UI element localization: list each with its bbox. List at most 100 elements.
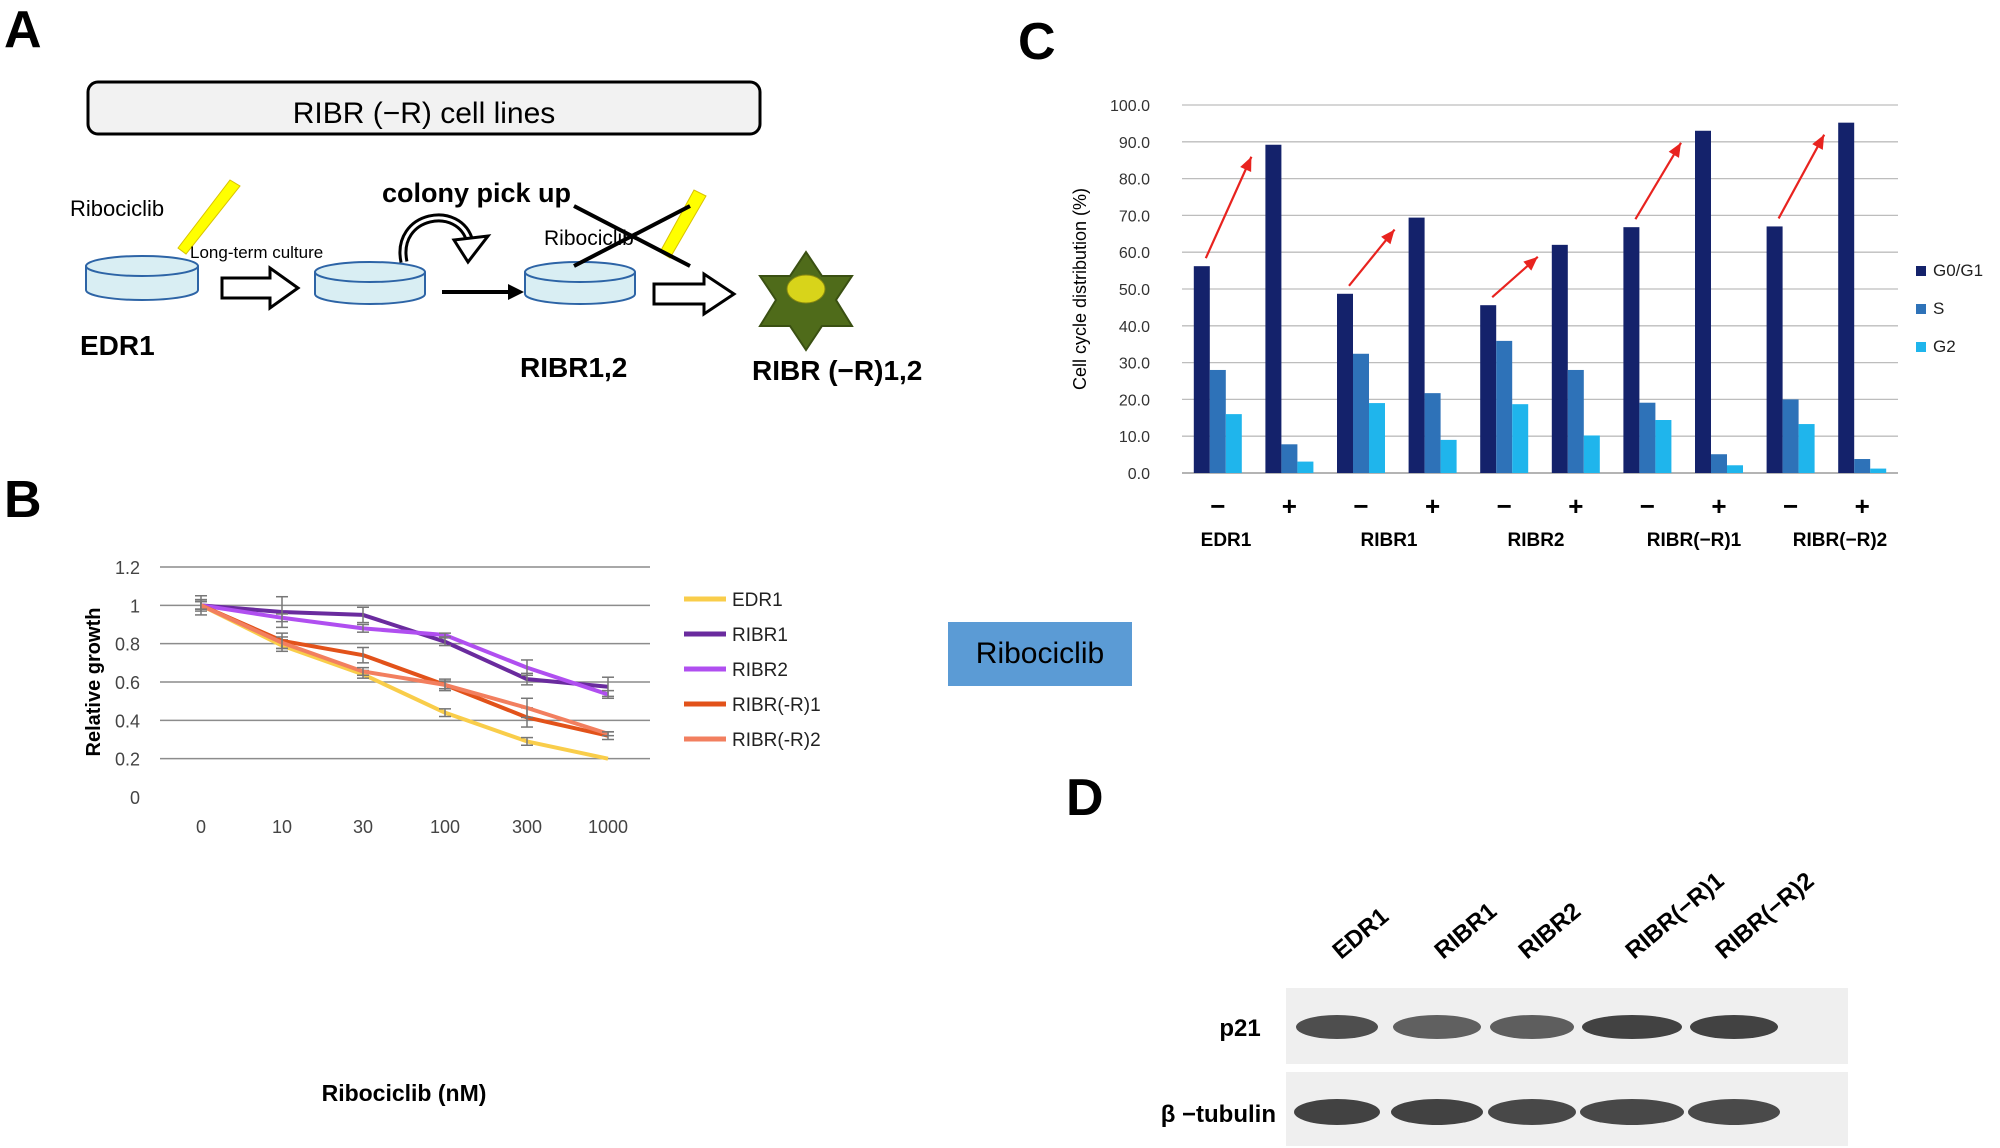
b-y-tick-label: 0.8 bbox=[115, 635, 140, 655]
c-bar bbox=[1567, 369, 1584, 473]
c-arrow-head bbox=[1523, 256, 1538, 271]
c-y-tick-label: 70.0 bbox=[1119, 208, 1150, 225]
cross-icon bbox=[573, 204, 691, 268]
b-y-tick-label: 0.2 bbox=[115, 750, 140, 770]
c-bar bbox=[1193, 266, 1210, 473]
d-lane-label: RIBR2 bbox=[1514, 898, 1587, 965]
c-treatment-label: + bbox=[1425, 491, 1440, 521]
colony-label: colony pick up bbox=[382, 178, 571, 208]
c-y-tick-label: 50.0 bbox=[1119, 282, 1150, 299]
d-lane-label: RIBR(−R)1 bbox=[1621, 867, 1730, 964]
c-bar bbox=[1496, 340, 1513, 473]
c-bar bbox=[1265, 144, 1282, 473]
b-legend-label: RIBR(-R)2 bbox=[732, 730, 821, 751]
c-arrow-line bbox=[1777, 134, 1826, 219]
c-bar bbox=[1782, 399, 1799, 473]
c-bar bbox=[1209, 369, 1226, 473]
d-band-tubulin bbox=[1391, 1099, 1483, 1125]
b-series bbox=[195, 595, 614, 761]
b-legend: EDR1 RIBR1 RIBR2 RIBR(-R)1 RIBR(-R)2 bbox=[684, 590, 821, 751]
b-y-tick-label: 0.6 bbox=[115, 673, 140, 693]
dish-icon bbox=[85, 255, 199, 301]
c-legend-label: G2 bbox=[1933, 337, 1956, 356]
c-y-tick-label: 10.0 bbox=[1119, 429, 1150, 446]
c-legend-label: G0/G1 bbox=[1933, 261, 1983, 280]
c-bar bbox=[1838, 122, 1855, 473]
b-x-axis-label: Ribociclib (nM) bbox=[322, 1080, 487, 1106]
b-x-tick-label: 100 bbox=[430, 817, 460, 837]
c-legend-label: S bbox=[1933, 299, 1944, 318]
c-treatment-label: + bbox=[1855, 491, 1870, 521]
c-bars bbox=[1193, 122, 1887, 473]
c-group-label: RIBR1 bbox=[1360, 530, 1417, 551]
c-group-label: RIBR2 bbox=[1507, 530, 1564, 551]
pipette-icon bbox=[177, 179, 241, 255]
panel-letter-c: C bbox=[1018, 13, 1056, 71]
d-band-p21 bbox=[1690, 1015, 1778, 1039]
c-treatment-label: − bbox=[1497, 491, 1512, 521]
c-y-tick-label: 20.0 bbox=[1119, 392, 1150, 409]
c-bar bbox=[1639, 402, 1656, 473]
c-bar bbox=[1870, 468, 1887, 473]
blot-row-p21: p21 bbox=[1219, 1015, 1260, 1042]
c-y-tick-label: 40.0 bbox=[1119, 319, 1150, 336]
dish-icon bbox=[524, 261, 636, 305]
c-treatment-label: − bbox=[1783, 491, 1798, 521]
b-legend-label: RIBR2 bbox=[732, 660, 788, 681]
c-bar bbox=[1369, 403, 1385, 473]
c-treatment-label: + bbox=[1711, 491, 1726, 521]
d-bands bbox=[1294, 1015, 1780, 1125]
b-grid bbox=[160, 566, 650, 760]
b-x-ticks: 0 10 30 100 300 1000 bbox=[196, 817, 628, 837]
c-bar bbox=[1424, 393, 1441, 473]
c-bar bbox=[1655, 420, 1672, 473]
d-band-tubulin bbox=[1294, 1099, 1380, 1125]
schematic-title-box bbox=[86, 80, 762, 136]
d-band-tubulin bbox=[1688, 1099, 1780, 1125]
b-series-line bbox=[200, 603, 609, 697]
d-band-p21 bbox=[1582, 1015, 1682, 1039]
c-bar bbox=[1353, 353, 1369, 473]
d-lane-label: RIBR(−R)2 bbox=[1711, 867, 1820, 964]
b-x-tick-label: 1000 bbox=[588, 817, 628, 837]
c-y-axis-label: Cell cycle distribution (%) bbox=[1070, 188, 1090, 390]
b-y-axis-label: Relative growth bbox=[83, 608, 105, 757]
d-band-p21 bbox=[1393, 1015, 1481, 1039]
b-series-line bbox=[200, 603, 609, 689]
c-bar bbox=[1798, 424, 1815, 473]
d-lane-label: RIBR1 bbox=[1430, 898, 1503, 965]
panel-letter-d: D bbox=[1066, 769, 1104, 827]
growth-line-chart: 0 0.2 0.4 0.6 0.8 1 1.2 0 10 30 100 300 1000 EDR1 RI… bbox=[83, 560, 821, 1106]
c-bar bbox=[1225, 414, 1242, 473]
panel-letter-a: A bbox=[4, 1, 42, 59]
c-treatment-label: + bbox=[1282, 491, 1297, 521]
arrow-right-icon bbox=[652, 271, 737, 317]
panel-letter-b: B bbox=[4, 471, 42, 529]
c-group-labels: EDR1 RIBR1 RIBR2 RIBR(−R)1 RIBR(−R)2 bbox=[1201, 530, 1888, 551]
c-arrow-head bbox=[1381, 229, 1395, 245]
c-bar bbox=[1854, 459, 1871, 473]
c-bar bbox=[1766, 226, 1783, 473]
c-bar bbox=[1480, 305, 1497, 473]
b-x-tick-label: 0 bbox=[196, 817, 206, 837]
cell-line-ribr: RIBR1,2 bbox=[520, 352, 627, 383]
b-x-tick-label: 300 bbox=[512, 817, 542, 837]
c-group-label: RIBR(−R)1 bbox=[1647, 530, 1742, 551]
b-x-tick-label: 30 bbox=[353, 817, 373, 837]
c-y-tick-label: 80.0 bbox=[1119, 172, 1150, 189]
star-cell-icon bbox=[758, 250, 854, 352]
c-bar bbox=[1695, 130, 1711, 473]
cell-line-edr1: EDR1 bbox=[80, 330, 155, 361]
b-legend-label: RIBR1 bbox=[732, 625, 788, 646]
c-arrow-head bbox=[1668, 142, 1681, 158]
c-y-tick-label: 100.0 bbox=[1110, 100, 1150, 115]
c-bar bbox=[1623, 227, 1640, 473]
b-y-tick-label: 1 bbox=[130, 596, 140, 616]
c-bar bbox=[1281, 444, 1298, 473]
c-treatment-label: − bbox=[1210, 491, 1225, 521]
d-band-p21 bbox=[1490, 1015, 1574, 1039]
arrow-right-icon bbox=[220, 265, 301, 311]
b-y-tick-label: 1.2 bbox=[115, 560, 140, 578]
c-bar bbox=[1337, 293, 1353, 473]
c-treatment-labels: − + − + − + − + − + bbox=[1210, 491, 1870, 521]
